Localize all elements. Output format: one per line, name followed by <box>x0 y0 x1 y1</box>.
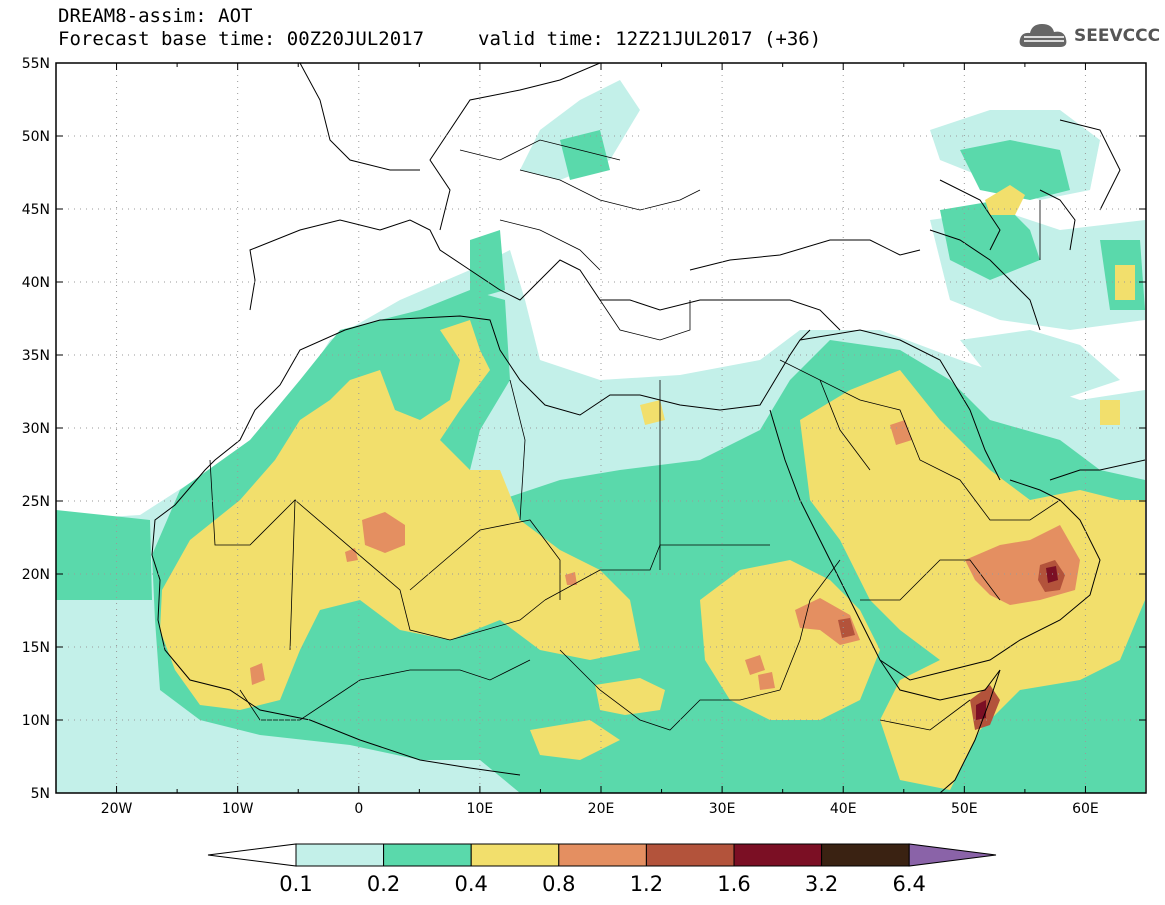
colorbar: 0.1 0.2 0.4 0.8 1.2 1.6 3.2 6.4 <box>207 843 997 896</box>
colorbar-segment <box>470 843 560 867</box>
colorbar-segment <box>295 843 385 867</box>
colorbar-label: 0.8 <box>542 872 575 896</box>
lon-tick-label: 10E <box>467 801 494 817</box>
lat-axis: 5N 10N 15N 20N 25N 30N 35N 40N 45N 50N 55N <box>22 56 50 802</box>
lon-tick-label: 40E <box>830 801 857 817</box>
lat-tick-label: 55N <box>22 56 50 72</box>
lon-tick-label: 10W <box>222 801 254 817</box>
aot-field <box>56 80 1145 793</box>
colorbar-extend-low <box>207 843 297 867</box>
colorbar-segment <box>383 843 472 867</box>
lat-tick-label: 5N <box>31 786 50 802</box>
lat-tick-label: 50N <box>22 129 50 145</box>
lat-tick-label: 30N <box>22 421 50 437</box>
seevccc-logo: SEEVCCC <box>1018 18 1160 54</box>
lon-tick-label: 20E <box>588 801 615 817</box>
colorbar-extend-high <box>908 843 997 867</box>
colorbar-label: 0.2 <box>367 872 400 896</box>
valid-time-label: valid time: 12Z21JUL2017 (+36) <box>478 28 822 50</box>
lat-tick-label: 40N <box>22 275 50 291</box>
lon-tick-label: 0 <box>354 801 363 817</box>
colorbar-segment <box>821 843 910 867</box>
lat-tick-label: 10N <box>22 713 50 729</box>
lon-tick-label: 20W <box>101 801 133 817</box>
lon-tick-label: 30E <box>709 801 736 817</box>
coastlines <box>151 63 1146 793</box>
lat-tick-label: 15N <box>22 640 50 656</box>
lat-tick-label: 35N <box>22 348 50 364</box>
lon-tick-label: 60E <box>1072 801 1099 817</box>
colorbar-segment <box>733 843 823 867</box>
colorbar-label: 1.2 <box>630 872 663 896</box>
lat-tick-label: 20N <box>22 567 50 583</box>
colorbar-label: 0.1 <box>279 872 312 896</box>
axis-ticks <box>55 62 1147 794</box>
colorbar-segment <box>558 843 647 867</box>
colorbar-label: 3.2 <box>805 872 838 896</box>
base-time-label: Forecast base time: 00Z20JUL2017 <box>58 28 425 50</box>
cloud-icon <box>1019 24 1067 47</box>
colorbar-label: 6.4 <box>892 872 925 896</box>
lon-axis: 20W 10W 0 10E 20E 30E 40E 50E 60E <box>101 801 1099 817</box>
colorbar-label: 1.6 <box>717 872 750 896</box>
aot-level-0.4 <box>160 185 1145 790</box>
colorbar-segment <box>645 843 735 867</box>
chart-title: DREAM8-assim: AOT <box>58 5 253 27</box>
lon-tick-label: 50E <box>951 801 978 817</box>
lat-tick-label: 45N <box>22 202 50 218</box>
country-borders <box>209 139 1061 731</box>
logo-text: SEEVCCC <box>1074 26 1161 46</box>
lat-tick-label: 25N <box>22 494 50 510</box>
colorbar-label: 0.4 <box>454 872 487 896</box>
